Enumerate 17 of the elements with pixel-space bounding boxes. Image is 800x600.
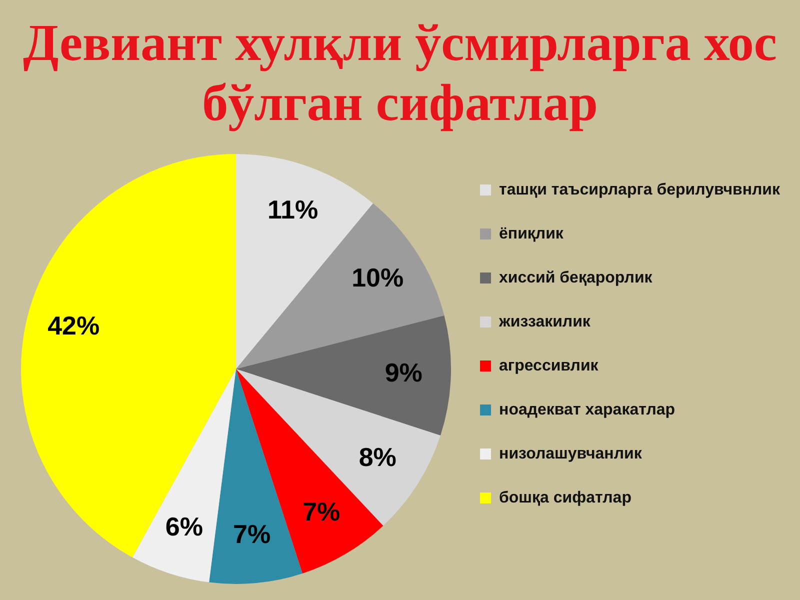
data-label: 6% xyxy=(165,512,203,542)
legend-label: агрессивлик xyxy=(499,357,600,374)
legend-label: ноадекват харакатлар xyxy=(499,401,676,418)
data-label: 42% xyxy=(48,310,100,340)
legend-label: хиссий беқарорлик xyxy=(499,269,654,286)
legend-label: жиззакилик xyxy=(498,313,592,330)
data-label: 7% xyxy=(302,496,340,527)
chart-title: Девиант хулқли ўсмирларга хос бўлган сифатлар xyxy=(22,14,778,134)
legend-label: ташқи таъсирларга берилувчвнлик xyxy=(499,181,781,198)
data-label: 11% xyxy=(268,194,318,224)
legend-label: ёпиқлик xyxy=(499,225,564,242)
legend-label: бошқа сифатлар xyxy=(499,489,632,506)
data-label: 8% xyxy=(358,442,396,472)
data-label: 10% xyxy=(352,262,404,292)
legend-label: низолашувчанлик xyxy=(499,445,643,462)
data-label: 7% xyxy=(233,519,271,550)
data-label: 9% xyxy=(384,357,422,388)
